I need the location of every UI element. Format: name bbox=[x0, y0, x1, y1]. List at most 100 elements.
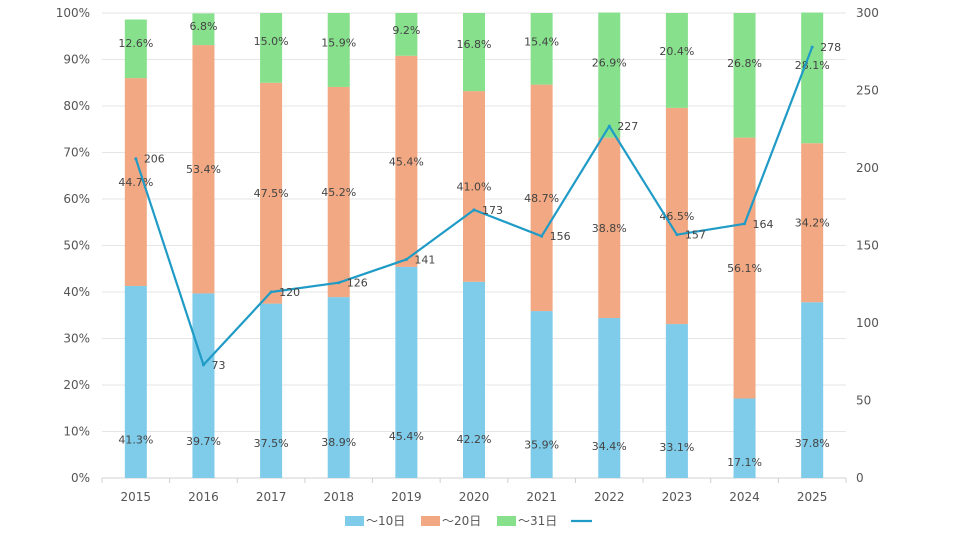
bar-segment-2 bbox=[395, 55, 418, 267]
line-point bbox=[337, 281, 341, 285]
line-point bbox=[269, 290, 273, 294]
bar-segment-2 bbox=[801, 143, 824, 303]
y-left-tick-label: 80% bbox=[63, 99, 90, 113]
bar-data-label: 56.1% bbox=[727, 262, 762, 275]
bar-segment-2 bbox=[530, 84, 553, 312]
bar-data-label: 28.1% bbox=[795, 59, 830, 72]
line-data-label: 173 bbox=[482, 204, 503, 217]
bar-segment-2 bbox=[665, 107, 688, 325]
bar-segment-1 bbox=[192, 293, 215, 478]
bar-segment-3 bbox=[665, 13, 688, 108]
y-left-tick-label: 60% bbox=[63, 192, 90, 206]
y-left-tick-label: 0% bbox=[71, 471, 90, 485]
line-data-label: 227 bbox=[617, 120, 638, 133]
x-tick-label: 2021 bbox=[526, 490, 557, 504]
bar-data-label: 41.3% bbox=[118, 434, 153, 447]
bar-data-label: 34.4% bbox=[592, 440, 627, 453]
bar-segment-3 bbox=[801, 12, 824, 144]
line-data-label: 126 bbox=[347, 277, 368, 290]
line-point bbox=[472, 208, 476, 212]
bar-data-label: 44.7% bbox=[118, 176, 153, 189]
bar-data-label: 53.4% bbox=[186, 163, 221, 176]
bar-segment-1 bbox=[327, 297, 350, 478]
y-left-tick-label: 10% bbox=[63, 425, 90, 439]
bar-data-label: 15.4% bbox=[524, 36, 559, 49]
bar-data-label: 17.1% bbox=[727, 456, 762, 469]
bar-data-label: 15.9% bbox=[321, 37, 356, 50]
x-tick-label: 2018 bbox=[323, 490, 354, 504]
bar-data-label: 20.4% bbox=[659, 45, 694, 58]
x-tick-label: 2016 bbox=[188, 490, 219, 504]
legend-label: ～20日 bbox=[442, 514, 481, 528]
line-point bbox=[675, 233, 679, 237]
bar-data-label: 45.4% bbox=[389, 155, 424, 168]
bar-data-label: 37.5% bbox=[254, 437, 289, 450]
x-tick-label: 2025 bbox=[797, 490, 828, 504]
bar-data-label: 47.5% bbox=[254, 187, 289, 200]
line-point bbox=[607, 124, 611, 128]
line-data-label: 120 bbox=[279, 286, 300, 299]
bar-segment-1 bbox=[463, 281, 485, 478]
bar-segment-3 bbox=[598, 12, 621, 138]
bar-segment-1 bbox=[530, 311, 553, 478]
x-tick-label: 2019 bbox=[391, 490, 422, 504]
legend-label: ～10日 bbox=[366, 514, 405, 528]
line-data-label: 157 bbox=[685, 229, 706, 242]
bar-data-label: 45.2% bbox=[321, 186, 356, 199]
bar-data-label: 39.7% bbox=[186, 435, 221, 448]
line-point bbox=[201, 363, 205, 367]
x-tick-label: 2017 bbox=[256, 490, 287, 504]
bar-data-label: 9.2% bbox=[392, 24, 420, 37]
line-point bbox=[404, 257, 408, 261]
bar-segment-2 bbox=[463, 91, 485, 282]
bar-segment-2 bbox=[327, 86, 350, 298]
bar-segment-2 bbox=[260, 82, 283, 304]
y-right-tick-label: 250 bbox=[856, 84, 879, 98]
bar-segment-2 bbox=[124, 78, 147, 286]
legend-swatch-3 bbox=[497, 516, 516, 526]
x-tick-label: 2024 bbox=[729, 490, 760, 504]
bar-data-label: 38.8% bbox=[592, 222, 627, 235]
y-right-tick-label: 200 bbox=[856, 161, 879, 175]
line-data-label: 156 bbox=[550, 230, 571, 243]
bar-segment-3 bbox=[260, 13, 283, 83]
bar-data-label: 45.4% bbox=[389, 430, 424, 443]
bar-segment-3 bbox=[327, 13, 350, 87]
y-right-tick-label: 50 bbox=[856, 394, 871, 408]
y-right-tick-label: 150 bbox=[856, 239, 879, 253]
bar-data-label: 37.8% bbox=[795, 437, 830, 450]
bar-data-label: 26.8% bbox=[727, 57, 762, 70]
bar-segment-1 bbox=[665, 324, 688, 478]
bar-segment-3 bbox=[733, 13, 756, 138]
bar-segment-3 bbox=[530, 13, 553, 85]
line-data-label: 164 bbox=[753, 218, 774, 231]
bar-segment-3 bbox=[192, 13, 215, 46]
bar-data-label: 6.8% bbox=[189, 20, 217, 33]
bar-data-label: 34.2% bbox=[795, 217, 830, 230]
bar-segment-1 bbox=[260, 303, 283, 478]
x-tick-label: 2023 bbox=[662, 490, 693, 504]
y-left-tick-label: 20% bbox=[63, 378, 90, 392]
bar-data-label: 12.6% bbox=[118, 37, 153, 50]
legend-swatch-1 bbox=[345, 516, 364, 526]
y-right-tick-label: 100 bbox=[856, 316, 879, 330]
bar-data-label: 16.8% bbox=[457, 38, 492, 51]
x-tick-label: 2022 bbox=[594, 490, 625, 504]
y-left-tick-label: 90% bbox=[63, 53, 90, 67]
line-data-label: 73 bbox=[211, 359, 225, 372]
y-right-tick-label: 300 bbox=[856, 6, 879, 20]
bar-segment-1 bbox=[598, 318, 621, 478]
bar-data-label: 48.7% bbox=[524, 192, 559, 205]
bar-data-label: 33.1% bbox=[659, 441, 694, 454]
line-data-label: 278 bbox=[820, 41, 841, 54]
bar-data-label: 42.2% bbox=[457, 433, 492, 446]
line-point bbox=[743, 222, 747, 226]
bar-data-label: 15.0% bbox=[254, 35, 289, 48]
y-left-tick-label: 100% bbox=[56, 6, 90, 20]
bar-data-label: 38.9% bbox=[321, 436, 356, 449]
line-point bbox=[810, 45, 814, 49]
bar-segment-2 bbox=[598, 137, 621, 319]
y-right-tick-label: 0 bbox=[856, 471, 864, 485]
bar-segment-1 bbox=[124, 285, 147, 478]
